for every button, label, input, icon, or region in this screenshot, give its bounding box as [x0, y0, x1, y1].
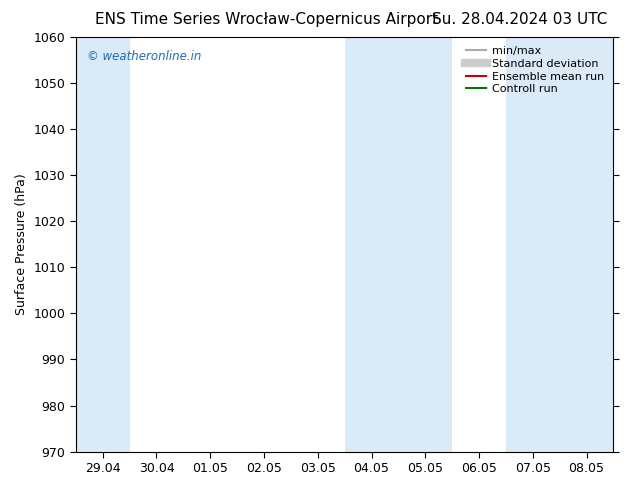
Legend: min/max, Standard deviation, Ensemble mean run, Controll run: min/max, Standard deviation, Ensemble me…: [461, 43, 608, 98]
Bar: [506, 37, 614, 452]
Text: Su. 28.04.2024 03 UTC: Su. 28.04.2024 03 UTC: [432, 12, 607, 27]
Text: ENS Time Series Wrocław-Copernicus Airport: ENS Time Series Wrocław-Copernicus Airpo…: [94, 12, 438, 27]
Bar: [76, 37, 129, 452]
Text: © weatheronline.in: © weatheronline.in: [87, 49, 201, 63]
Bar: [345, 37, 452, 452]
Y-axis label: Surface Pressure (hPa): Surface Pressure (hPa): [15, 173, 28, 315]
